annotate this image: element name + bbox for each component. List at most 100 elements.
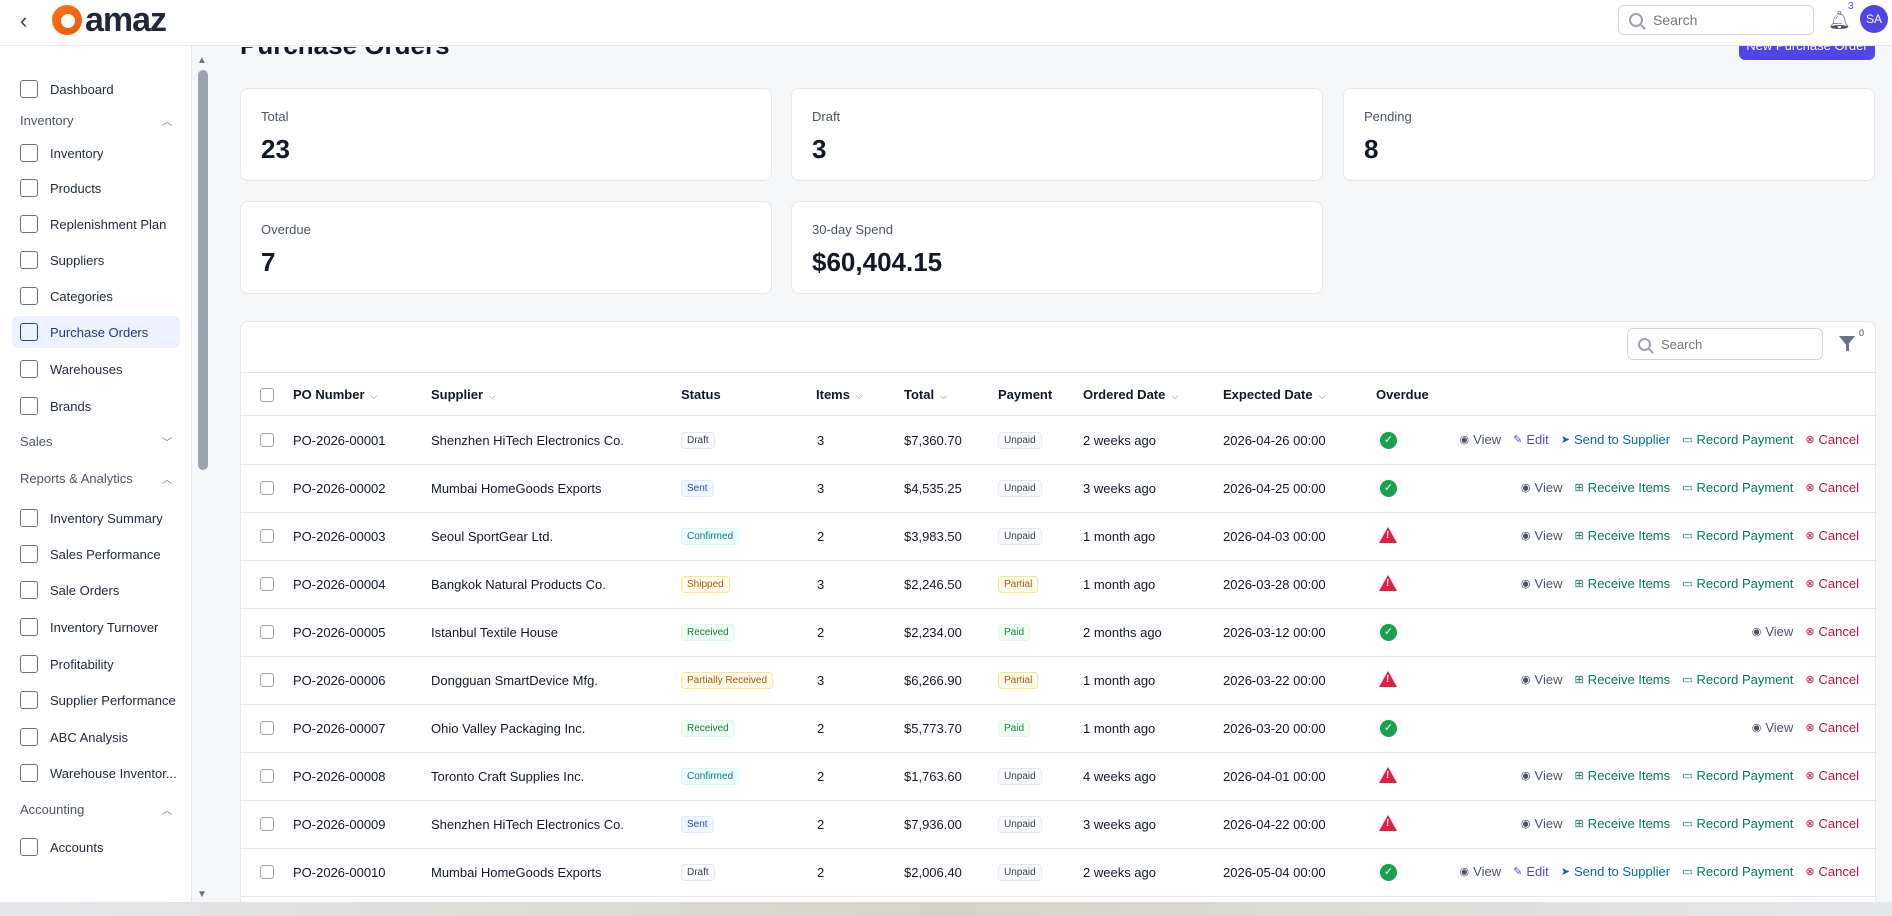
row-checkbox[interactable] — [260, 769, 274, 783]
table-row[interactable]: PO-2026-00003 Seoul SportGear Ltd. Confirm… — [241, 513, 1877, 561]
edit-button[interactable]: ✎ Edit — [1513, 432, 1549, 447]
table-row[interactable]: PO-2026-00004 Bangkok Natural Products Co… — [241, 561, 1877, 609]
record-payment-button[interactable]: ▭ Record Payment — [1682, 816, 1793, 831]
table-row[interactable]: PO-2026-00002 Mumbai HomeGoods Exports Sen… — [241, 465, 1877, 513]
sidebar-item-replenishment-plan[interactable]: Replenishment Plan — [12, 208, 180, 240]
row-checkbox[interactable] — [260, 577, 274, 591]
edit-button[interactable]: ✎ Edit — [1513, 864, 1549, 879]
column-header-items[interactable]: Items ⌵ — [816, 387, 863, 402]
view-button[interactable]: ◉ View — [1521, 672, 1563, 687]
back-arrow-icon[interactable]: ‹ — [20, 8, 28, 33]
record-payment-button[interactable]: ▭ Record Payment — [1682, 768, 1793, 783]
cancel-button[interactable]: ⊗ Cancel — [1805, 480, 1859, 495]
cancel-button[interactable]: ⊗ Cancel — [1805, 864, 1859, 879]
sidebar-item-categories[interactable]: Categories — [12, 280, 180, 312]
sidebar-section-sales[interactable]: Sales ﹀ — [20, 434, 172, 449]
send-to-supplier-button[interactable]: ➤ Send to Supplier — [1561, 432, 1670, 447]
column-header-total[interactable]: Total ⌵ — [904, 387, 947, 402]
bell-icon[interactable]: 🔔︎ — [1828, 10, 1851, 30]
select-all-checkbox[interactable] — [260, 388, 274, 402]
receive-items-button[interactable]: ⊞ Receive Items — [1574, 576, 1670, 591]
row-checkbox[interactable] — [260, 673, 274, 687]
record-payment-button[interactable]: ▭ Record Payment — [1682, 528, 1793, 543]
table-row[interactable]: PO-2026-00010 Mumbai HomeGoods Exports Dra… — [241, 849, 1877, 897]
record-payment-button[interactable]: ▭ Record Payment — [1682, 864, 1793, 879]
sidebar-item-dashboard[interactable]: Dashboard — [12, 73, 180, 105]
cancel-button[interactable]: ⊗ Cancel — [1805, 576, 1859, 591]
row-checkbox[interactable] — [260, 865, 274, 879]
cancel-button[interactable]: ⊗ Cancel — [1805, 720, 1859, 735]
new-purchase-order-button[interactable]: New Purchase Order — [1739, 46, 1875, 60]
sidebar-item-warehouses[interactable]: Warehouses — [12, 353, 180, 385]
cancel-button[interactable]: ⊗ Cancel — [1805, 624, 1859, 639]
sidebar-item-warehouse-inventor[interactable]: Warehouse Inventor... — [12, 757, 180, 789]
sidebar-item-inventory-summary[interactable]: Inventory Summary — [12, 502, 180, 534]
receive-items-button[interactable]: ⊞ Receive Items — [1574, 528, 1670, 543]
record-payment-button[interactable]: ▭ Record Payment — [1682, 480, 1793, 495]
cancel-button[interactable]: ⊗ Cancel — [1805, 768, 1859, 783]
table-search-input[interactable] — [1661, 336, 1811, 352]
global-search-input[interactable] — [1653, 12, 1803, 28]
receive-items-button[interactable]: ⊞ Receive Items — [1574, 672, 1670, 687]
receive-items-button[interactable]: ⊞ Receive Items — [1574, 816, 1670, 831]
sidebar-item-accounts[interactable]: Accounts — [12, 831, 180, 863]
record-payment-button[interactable]: ▭ Record Payment — [1682, 576, 1793, 591]
view-button[interactable]: ◉ View — [1521, 576, 1563, 591]
sidebar-item-profitability[interactable]: Profitability — [12, 648, 180, 680]
row-checkbox[interactable] — [260, 625, 274, 639]
sidebar-item-sales-performance[interactable]: Sales Performance — [12, 538, 180, 570]
view-button[interactable]: ◉ View — [1521, 768, 1563, 783]
view-button[interactable]: ◉ View — [1521, 528, 1563, 543]
scroll-thumb[interactable] — [198, 70, 208, 470]
send-to-supplier-button[interactable]: ➤ Send to Supplier — [1561, 864, 1670, 879]
sidebar-item-sale-orders[interactable]: Sale Orders — [12, 574, 180, 606]
cancel-button[interactable]: ⊗ Cancel — [1805, 672, 1859, 687]
cancel-button[interactable]: ⊗ Cancel — [1805, 816, 1859, 831]
record-payment-button[interactable]: ▭ Record Payment — [1682, 672, 1793, 687]
cancel-button[interactable]: ⊗ Cancel — [1805, 432, 1859, 447]
column-header-expected-date[interactable]: Expected Date ⌵ — [1223, 387, 1325, 402]
table-row[interactable]: PO-2026-00007 Ohio Valley Packaging Inc. R… — [241, 705, 1877, 753]
avatar[interactable]: SA — [1860, 5, 1888, 33]
sidebar-item-products[interactable]: Products — [12, 172, 180, 204]
record-payment-button[interactable]: ▭ Record Payment — [1682, 432, 1793, 447]
view-button[interactable]: ◉ View — [1460, 864, 1502, 879]
logo[interactable]: amaz — [52, 3, 167, 37]
table-row[interactable]: PO-2026-00001 Shenzhen HiTech Electronics… — [241, 417, 1877, 465]
table-row[interactable]: PO-2026-00009 Shenzhen HiTech Electronics… — [241, 801, 1877, 849]
column-header-ordered-date[interactable]: Ordered Date ⌵ — [1083, 387, 1178, 402]
receive-items-button[interactable]: ⊞ Receive Items — [1574, 768, 1670, 783]
view-button[interactable]: ◉ View — [1521, 816, 1563, 831]
row-checkbox[interactable] — [260, 481, 274, 495]
sidebar-item-brands[interactable]: Brands — [12, 390, 180, 422]
scroll-up-icon[interactable]: ▲ — [197, 55, 207, 66]
view-button[interactable]: ◉ View — [1521, 480, 1563, 495]
receive-items-button[interactable]: ⊞ Receive Items — [1574, 480, 1670, 495]
table-row[interactable]: PO-2026-00008 Toronto Craft Supplies Inc.… — [241, 753, 1877, 801]
view-button[interactable]: ◉ View — [1752, 720, 1794, 735]
sidebar-section-inventory[interactable]: Inventory ︿ — [20, 113, 172, 128]
sidebar-item-inventory[interactable]: Inventory — [12, 137, 180, 169]
sidebar-section-reports-analytics[interactable]: Reports & Analytics ︿ — [20, 471, 172, 486]
view-button[interactable]: ◉ View — [1460, 432, 1502, 447]
sidebar-item-suppliers[interactable]: Suppliers — [12, 244, 180, 276]
row-checkbox[interactable] — [260, 529, 274, 543]
sidebar-section-accounting[interactable]: Accounting ︿ — [20, 802, 172, 817]
column-header-po-number[interactable]: PO Number ⌵ — [293, 387, 377, 402]
row-checkbox[interactable] — [260, 721, 274, 735]
global-search[interactable] — [1618, 5, 1814, 35]
sidebar-scrollbar[interactable]: ▲ ▼ — [197, 55, 209, 905]
cancel-button[interactable]: ⊗ Cancel — [1805, 528, 1859, 543]
table-search[interactable] — [1627, 328, 1823, 360]
sidebar-item-supplier-performance[interactable]: Supplier Performance — [12, 684, 180, 716]
column-header-supplier[interactable]: Supplier ⌵ — [431, 387, 496, 402]
sidebar-item-purchase-orders[interactable]: Purchase Orders — [12, 316, 180, 348]
view-button[interactable]: ◉ View — [1752, 624, 1794, 639]
sidebar-item-inventory-turnover[interactable]: Inventory Turnover — [12, 611, 180, 643]
row-checkbox[interactable] — [260, 817, 274, 831]
scroll-down-icon[interactable]: ▼ — [197, 889, 207, 900]
row-checkbox[interactable] — [260, 433, 274, 447]
sidebar-item-abc-analysis[interactable]: ABC Analysis — [12, 721, 180, 753]
table-row[interactable]: PO-2026-00005 Istanbul Textile House Recei… — [241, 609, 1877, 657]
filter-icon[interactable] — [1839, 336, 1855, 346]
